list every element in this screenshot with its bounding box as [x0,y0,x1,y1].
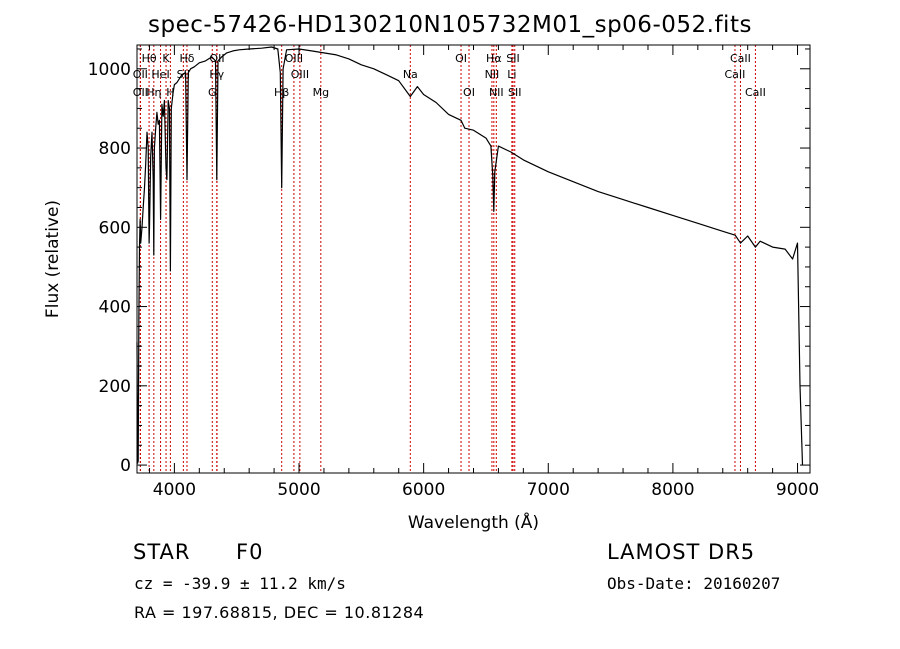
line-label-hα: Hα [486,52,502,65]
y-tick-label: 200 [99,377,131,397]
spectrum-line [136,46,804,466]
line-label-nii: NII [489,86,504,99]
x-tick-label: 7000 [527,480,570,500]
chart-title: spec-57426-HD130210N105732M01_sp06-052.f… [148,12,752,38]
coordinates: RA = 197.68815, DEC = 10.81284 [134,603,425,622]
y-tick-label: 800 [99,139,131,159]
y-axis-label: Flux (relative) [43,200,63,318]
x-axis-label: Wavelength (Å) [408,511,539,533]
line-label-hβ: Hβ [274,86,289,99]
line-label-oii: OII [133,68,148,81]
y-tick-label: 400 [99,298,131,318]
line-label-sii: SII [508,86,521,99]
y-tick-label: 1000 [88,60,131,80]
line-label-caii: CaII [745,86,766,99]
x-tick-label: 8000 [651,480,694,500]
plot-frame [136,44,811,474]
line-label-oiii: OIII [291,68,309,81]
line-label-h: H [166,86,174,99]
line-label-oi: OI [463,86,475,99]
x-axis-ticks: 4000 5000 6000 7000 8000 9000 [148,45,819,500]
line-label-mg: Mg [313,86,329,99]
redshift-velocity: cz = -39.9 ± 11.2 km/s [134,574,346,593]
spectral-subclass: F0 [236,540,264,564]
line-label-g: G [208,86,217,99]
x-tick-label: 5000 [277,480,320,500]
line-label-oiii: OIII [285,52,303,65]
x-tick-label: 4000 [153,480,196,500]
line-label-li: Li [507,68,516,81]
x-tick-label: 9000 [776,480,819,500]
line-label-hγ: Hγ [209,68,224,81]
y-tick-label: 600 [99,218,131,238]
line-label-k: K [162,52,170,65]
line-label-sii: SII [506,52,519,65]
line-label-hei: HeI [151,68,169,81]
y-tick-label: 0 [120,456,131,476]
line-label-oi: OI [455,52,467,65]
line-label-caii: CaII [725,68,746,81]
object-type: STAR [133,540,191,564]
line-label-hη: Hη [146,86,161,99]
spectral-line-markers [139,45,756,473]
line-label-hθ: Hθ [142,52,157,65]
line-label-hδ: Hδ [179,52,194,65]
y-axis-ticks: 0 200 400 600 800 1000 [88,48,810,476]
line-label-caii: CaII [730,52,751,65]
line-label-nii: NII [485,68,500,81]
observation-date: Obs-Date: 20160207 [607,574,781,593]
x-tick-label: 6000 [402,480,445,500]
survey-name: LAMOST DR5 [607,540,756,564]
line-label-na: Na [403,68,418,81]
line-label-oii: OII [209,52,224,65]
